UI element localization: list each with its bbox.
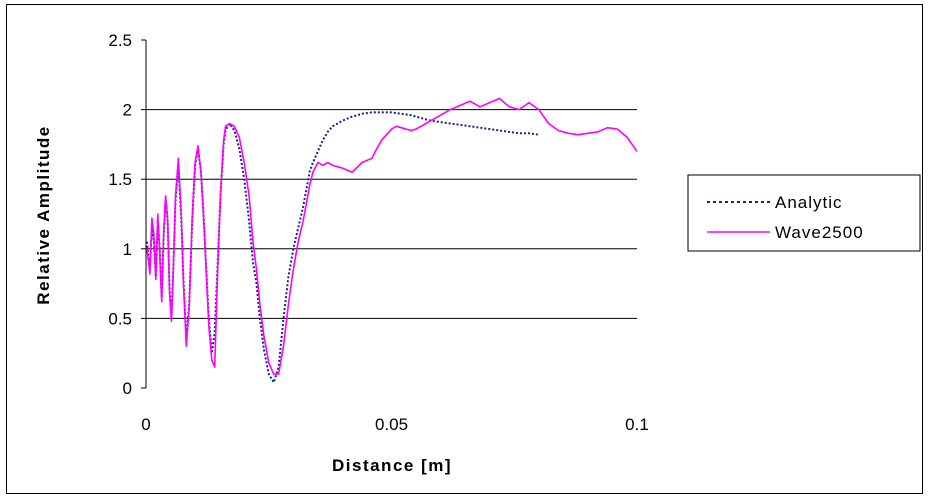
legend-box (687, 174, 921, 252)
legend-label-wave2500: Wave2500 (775, 223, 864, 242)
legend: Analytic Wave2500 (687, 174, 921, 252)
legend-label-analytic: Analytic (775, 193, 843, 212)
x-tick-label: 0 (141, 415, 150, 434)
x-tick-label: 0.1 (625, 415, 649, 434)
y-tick-label: 1 (123, 240, 132, 259)
y-tick-label: 1.5 (108, 170, 132, 189)
y-tick-label: 2.5 (108, 31, 132, 50)
y-tick-label: 0 (123, 379, 132, 398)
y-axis-ticks: 0 0.5 1 1.5 2 2.5 (108, 31, 146, 398)
x-axis-ticks: 0 0.05 0.1 (141, 415, 649, 434)
x-tick-label: 0.05 (375, 415, 408, 434)
series-lines (146, 97, 638, 384)
series-line-wave2500 (146, 97, 638, 375)
y-tick-label: 0.5 (108, 309, 132, 328)
gridlines (146, 109, 637, 319)
x-axis-label: Distance [m] (332, 456, 452, 475)
y-axis-label: Relative Amplitude (34, 125, 53, 304)
y-tick-label: 2 (123, 101, 132, 120)
